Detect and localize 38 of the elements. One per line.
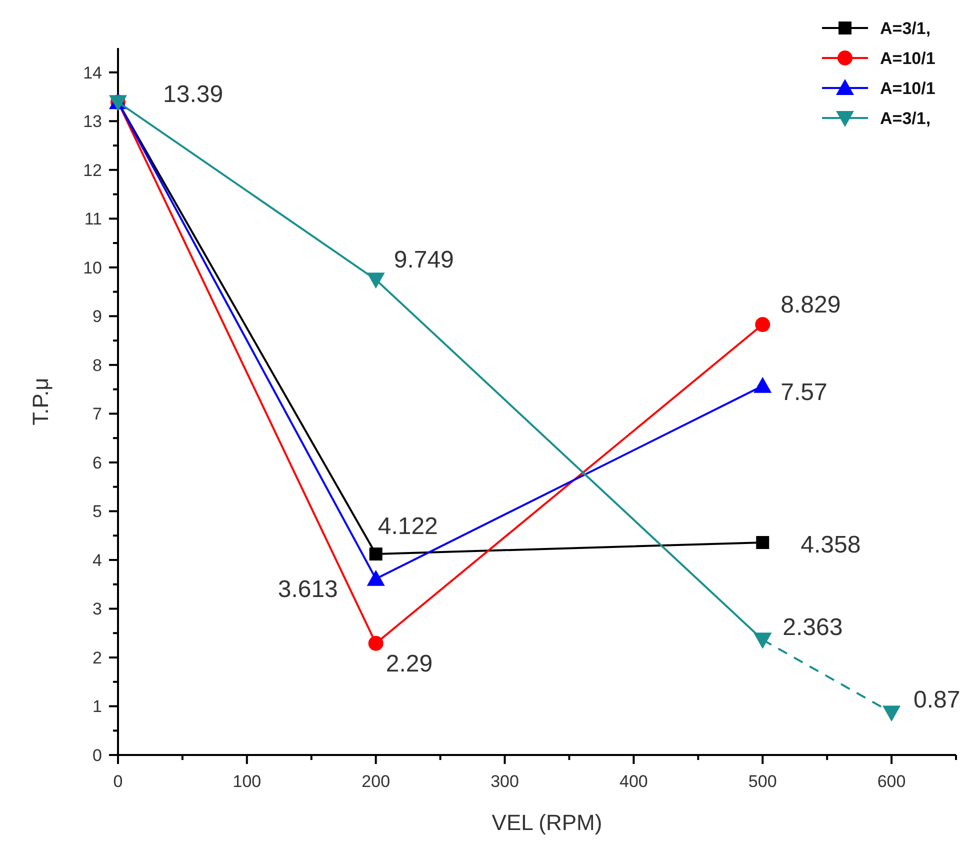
- y-tick-label: 8: [92, 356, 102, 375]
- y-tick-label: 4: [92, 550, 102, 570]
- y-tick-label: 6: [92, 453, 102, 472]
- data-label: 2.363: [782, 614, 843, 641]
- y-tick-label: 1: [92, 697, 102, 716]
- y-tick-label: 7: [92, 404, 102, 424]
- y-tick-label: 14: [83, 63, 102, 82]
- y-axis-title: T.P.μ: [28, 378, 53, 426]
- legend-label: A=3/1,: [880, 18, 931, 38]
- x-tick-label: 200: [362, 772, 390, 791]
- y-tick-label: 3: [92, 600, 102, 619]
- x-tick-label: 300: [490, 772, 519, 791]
- data-label: 2.29: [386, 650, 433, 678]
- y-tick-label: 0: [92, 746, 102, 765]
- legend-label: A=3/1,: [880, 108, 931, 128]
- y-tick-label: 5: [92, 502, 102, 522]
- x-tick-label: 500: [748, 772, 777, 791]
- legend-label: A=10/1: [880, 78, 936, 98]
- legend-label: A=10/1: [880, 48, 936, 68]
- x-tick-label: 100: [232, 772, 262, 791]
- y-tick-label: 13: [83, 112, 102, 132]
- y-tick-label: 10: [83, 258, 102, 278]
- data-label: 3.613: [278, 576, 338, 603]
- data-label: 4.122: [378, 513, 438, 540]
- data-label: 13.39: [163, 81, 224, 108]
- x-tick-label: 600: [877, 772, 906, 791]
- y-tick-label: 2: [92, 648, 102, 668]
- y-tick-label: 9: [92, 307, 102, 326]
- data-label: 9.749: [394, 246, 454, 274]
- data-label: 0.87: [914, 686, 960, 714]
- data-label: 7.57: [780, 378, 828, 406]
- x-axis-title: VEL (RPM): [492, 810, 602, 835]
- y-tick-label: 12: [83, 160, 102, 180]
- data-label: 8.829: [780, 292, 841, 319]
- x-tick-label: 400: [620, 772, 648, 791]
- data-label: 4.358: [800, 532, 861, 559]
- y-tick-label: 11: [84, 210, 102, 229]
- x-tick-label: 0: [113, 772, 123, 791]
